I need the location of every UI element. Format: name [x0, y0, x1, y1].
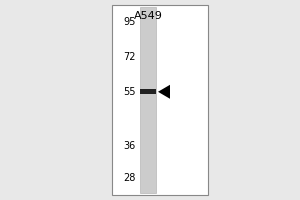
Bar [140, 89, 156, 94]
Polygon shape [158, 85, 170, 99]
Text: 95: 95 [124, 17, 136, 27]
Bar [140, 7, 156, 193]
Text: 28: 28 [124, 173, 136, 183]
Text: 55: 55 [124, 87, 136, 97]
Bar [112, 5, 208, 195]
Text: A549: A549 [134, 11, 162, 21]
Text: 36: 36 [124, 141, 136, 151]
Text: 72: 72 [124, 52, 136, 62]
